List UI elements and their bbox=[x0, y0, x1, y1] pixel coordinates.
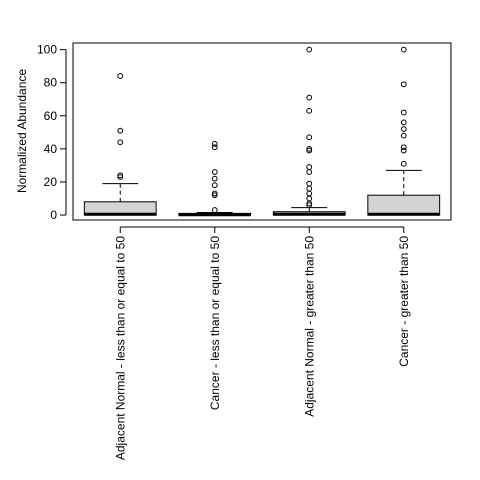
outlier-point bbox=[211, 141, 218, 147]
outlier-point bbox=[117, 127, 124, 134]
outlier-point bbox=[400, 46, 407, 53]
outlier-point bbox=[306, 185, 313, 192]
outlier-point bbox=[400, 81, 407, 88]
outlier-point bbox=[400, 160, 407, 167]
outlier-point bbox=[306, 46, 313, 53]
outlier-point bbox=[211, 169, 218, 175]
outlier-point bbox=[117, 73, 124, 79]
outlier-point bbox=[306, 200, 313, 207]
outlier-point bbox=[306, 147, 313, 154]
outlier-point bbox=[306, 94, 313, 101]
outlier-point bbox=[306, 180, 313, 187]
box-group bbox=[178, 141, 252, 217]
outlier-point bbox=[400, 144, 407, 151]
box-group bbox=[83, 73, 157, 216]
outlier-point bbox=[306, 107, 313, 114]
y-axis: 0 20 40 60 80 100 bbox=[37, 43, 67, 222]
outlier-point bbox=[117, 172, 124, 179]
outlier-point bbox=[211, 182, 218, 189]
outlier-point bbox=[400, 126, 407, 132]
outlier-point bbox=[400, 119, 407, 126]
outlier-point bbox=[211, 175, 218, 182]
x-tick-label: Adjacent Normal - greater than 50 bbox=[302, 236, 316, 417]
y-tick-label: 80 bbox=[44, 76, 58, 90]
outlier-point bbox=[400, 109, 407, 116]
outlier-point bbox=[306, 190, 313, 197]
y-tick-label: 0 bbox=[50, 208, 57, 222]
outlier-point bbox=[117, 139, 124, 146]
outlier-point bbox=[306, 195, 313, 202]
outlier-point bbox=[400, 132, 407, 139]
box-group bbox=[367, 46, 441, 216]
y-tick-label: 20 bbox=[44, 175, 58, 189]
x-axis: Adjacent Normal - less than or equal to … bbox=[113, 226, 411, 460]
outlier-point bbox=[306, 134, 313, 141]
plot-frame bbox=[72, 42, 452, 221]
box-series bbox=[83, 46, 441, 217]
outlier-point bbox=[117, 174, 124, 180]
box bbox=[367, 194, 441, 216]
y-tick-label: 40 bbox=[44, 142, 58, 156]
outlier-point bbox=[306, 202, 313, 209]
y-axis-label: Normalized Abundance bbox=[15, 69, 29, 193]
outlier-point bbox=[211, 192, 218, 199]
outlier-point bbox=[211, 207, 218, 213]
outlier-point bbox=[306, 164, 313, 170]
outlier-point bbox=[306, 169, 313, 175]
x-tick-label: Cancer - less than or equal to 50 bbox=[208, 236, 222, 410]
x-tick-label: Adjacent Normal - less than or equal to … bbox=[113, 236, 127, 460]
outlier-point bbox=[211, 190, 218, 197]
y-tick-label: 100 bbox=[37, 43, 57, 57]
x-tick-label: Cancer - greater than 50 bbox=[397, 236, 411, 367]
y-tick-label: 60 bbox=[44, 109, 58, 123]
outlier-point bbox=[211, 144, 218, 151]
box-group bbox=[272, 46, 346, 216]
outlier-point bbox=[306, 145, 313, 152]
outlier-point bbox=[400, 147, 407, 154]
